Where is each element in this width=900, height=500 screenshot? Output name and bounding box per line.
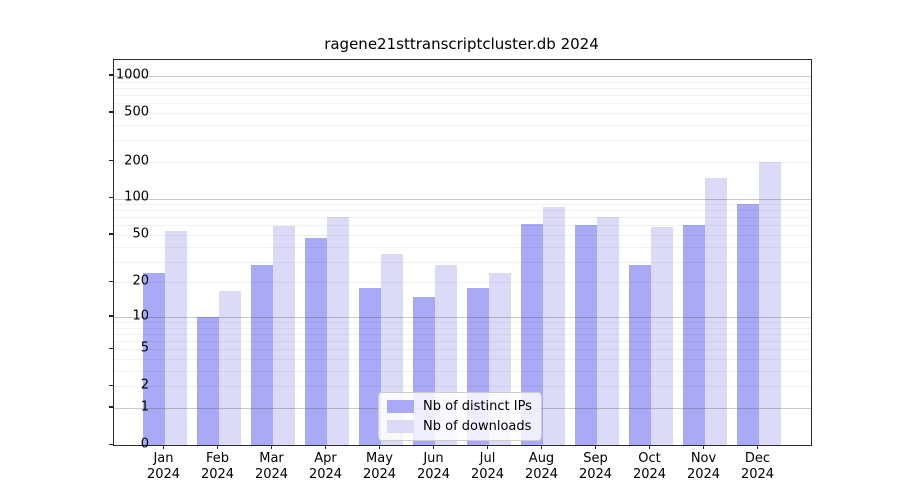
- x-axis-tick-mark: [649, 445, 651, 449]
- x-axis-tick-mark: [703, 445, 705, 449]
- bar-distinct-ips: [250, 265, 273, 445]
- bar-distinct-ips: [142, 273, 165, 445]
- legend-swatch-distinct-ips: [387, 400, 414, 413]
- y-axis-tick-label: 200: [124, 153, 149, 169]
- minor-gridline: [114, 124, 811, 126]
- x-axis-tick-mark: [757, 445, 759, 449]
- bar-downloads: [272, 226, 295, 445]
- bar-distinct-ips: [628, 265, 651, 445]
- bar-distinct-ips: [304, 238, 327, 445]
- bar-downloads: [758, 162, 781, 445]
- y-axis-tick-label: 100: [124, 189, 149, 205]
- y-axis-tick-mark: [109, 280, 113, 283]
- x-axis-tick-label: Aug 2024: [524, 451, 559, 482]
- x-axis-tick-mark: [433, 445, 435, 449]
- legend: Nb of distinct IPs Nb of downloads: [378, 392, 542, 441]
- x-axis-tick-label: Jan 2024: [146, 451, 181, 482]
- y-axis-tick-label: 1: [140, 399, 149, 415]
- bar-distinct-ips: [574, 225, 597, 445]
- x-axis-tick-label: May 2024: [362, 451, 397, 482]
- bar-distinct-ips: [358, 287, 381, 445]
- plot-area: [113, 59, 812, 446]
- bar-distinct-ips: [520, 223, 543, 445]
- x-axis-tick-label: Dec 2024: [740, 451, 775, 482]
- y-axis-tick-mark: [109, 111, 113, 113]
- bar-downloads: [542, 207, 565, 445]
- x-axis-tick-label: Mar 2024: [254, 451, 289, 482]
- bar-downloads: [650, 227, 673, 445]
- y-axis-tick-label: 50: [132, 226, 149, 242]
- bar-downloads: [218, 290, 241, 445]
- x-axis-tick-mark: [163, 445, 165, 449]
- x-axis-tick-mark: [325, 445, 327, 449]
- minor-gridline: [114, 161, 811, 163]
- x-axis-tick-label: Jun 2024: [416, 451, 451, 482]
- minor-gridline: [114, 95, 811, 96]
- y-axis-tick-mark: [109, 196, 113, 199]
- x-axis-tick-label: Oct 2024: [632, 451, 667, 482]
- x-axis-tick-mark: [217, 445, 219, 449]
- minor-gridline: [114, 87, 811, 89]
- bar-distinct-ips: [196, 316, 219, 445]
- x-axis-tick-mark: [541, 445, 543, 449]
- y-axis-tick-label: 500: [124, 104, 149, 120]
- minor-gridline: [114, 103, 811, 105]
- x-axis-tick-label: Nov 2024: [686, 451, 721, 482]
- bar-distinct-ips: [682, 225, 705, 445]
- y-axis-tick-mark: [109, 406, 113, 408]
- x-axis-tick-label: Sep 2024: [578, 451, 613, 482]
- x-axis-tick-mark: [271, 445, 273, 449]
- legend-label-downloads: Nb of downloads: [423, 419, 532, 434]
- y-axis-tick-mark: [109, 347, 113, 349]
- legend-swatch-downloads: [387, 420, 414, 433]
- bar-distinct-ips: [736, 203, 759, 445]
- legend-item-distinct-ips: Nb of distinct IPs: [387, 399, 532, 414]
- x-axis-tick-mark: [595, 445, 597, 449]
- bar-downloads: [164, 230, 187, 445]
- y-axis-tick-mark: [109, 160, 113, 162]
- x-axis-tick-label: Feb 2024: [200, 451, 235, 482]
- y-axis-tick-label: 0: [140, 436, 149, 452]
- bar-downloads: [704, 178, 727, 445]
- y-axis-tick-label: 10: [132, 308, 149, 324]
- y-axis-tick-label: 5: [140, 340, 149, 356]
- chart-title: ragene21sttranscriptcluster.db 2024: [324, 35, 599, 53]
- y-axis-tick-mark: [109, 233, 113, 235]
- y-axis-tick-label: 20: [132, 273, 149, 289]
- major-gridline: [114, 75, 811, 77]
- y-axis-tick-mark: [109, 384, 113, 386]
- x-axis-tick-label: Jul 2024: [470, 451, 505, 482]
- legend-label-distinct-ips: Nb of distinct IPs: [423, 399, 532, 414]
- x-axis-tick-mark: [379, 445, 381, 449]
- y-axis-tick-label: 2: [140, 377, 149, 393]
- bar-downloads: [326, 217, 349, 445]
- minor-gridline: [114, 112, 811, 114]
- y-axis-tick-mark: [109, 74, 113, 76]
- y-axis-tick-label: 1000: [115, 67, 149, 83]
- y-axis-tick-mark: [109, 315, 113, 317]
- legend-item-downloads: Nb of downloads: [387, 419, 532, 434]
- y-axis-tick-mark: [109, 443, 113, 445]
- minor-gridline: [114, 81, 811, 83]
- minor-gridline: [114, 140, 811, 142]
- bar-downloads: [596, 216, 619, 445]
- x-axis-tick-label: Apr 2024: [308, 451, 343, 482]
- x-axis-tick-mark: [487, 445, 489, 449]
